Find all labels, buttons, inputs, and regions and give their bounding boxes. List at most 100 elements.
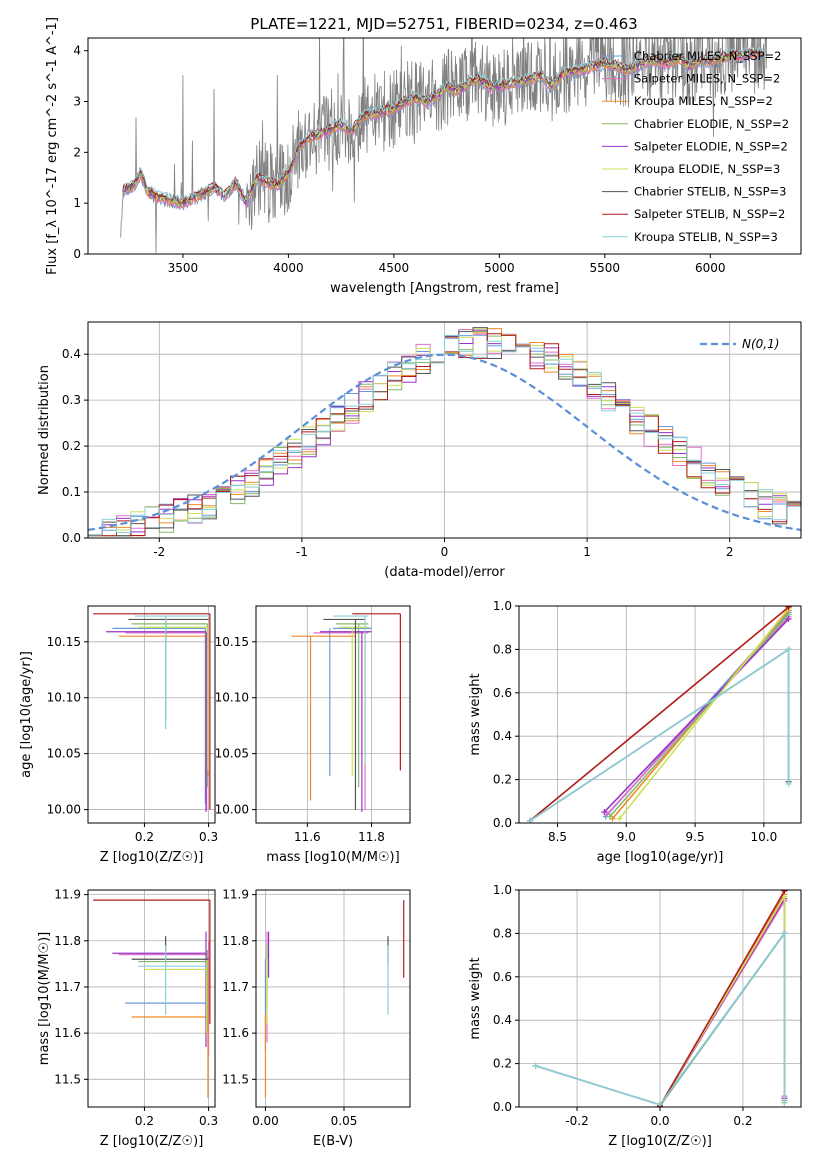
x-tick-label: 8.5 bbox=[548, 830, 567, 844]
normal-reference-curve bbox=[88, 353, 801, 531]
y-tick-label: 10.10 bbox=[47, 691, 81, 705]
x-tick-label: 1 bbox=[583, 545, 591, 559]
gridlines bbox=[256, 606, 410, 823]
x-tick-label: 6000 bbox=[695, 261, 726, 275]
x-axis-label: E(B-V) bbox=[313, 1134, 353, 1149]
mass-weight-marker bbox=[781, 890, 788, 895]
axes-frame bbox=[87, 37, 802, 255]
y-tick-label: 11.9 bbox=[54, 888, 81, 902]
x-tick-label: 10.0 bbox=[750, 830, 777, 844]
x-tick-label: -2 bbox=[153, 545, 165, 559]
mass-weight-line bbox=[659, 890, 786, 1107]
y-tick-label: 0.2 bbox=[62, 439, 81, 453]
y-tick-label: 0.8 bbox=[493, 926, 512, 940]
x-axis-label: Z [log10(Z/Z☉)] bbox=[608, 1134, 712, 1149]
panel-mass-weight-vs-z: -0.2 0.0 0.2 0.0 0.2 0.4 0.6 0.8 1.0 Z [log10(Z/Z… bbox=[468, 883, 802, 1149]
y-tick-label: 0.3 bbox=[62, 393, 81, 407]
mass-weight-line bbox=[618, 607, 790, 820]
y-tick-label: 0.6 bbox=[493, 970, 512, 984]
histogram-step-line bbox=[88, 334, 801, 536]
x-tick-label: 4000 bbox=[273, 261, 304, 275]
x-axis-label: Z [log10(Z/Z☉)] bbox=[100, 850, 204, 865]
mass-weight-marker bbox=[785, 646, 792, 653]
panel-mass-vs-z: 0.2 0.3 11.5 11.6 11.7 11.8 11.9 Z [log10(Z/Z☉)… bbox=[37, 888, 218, 1149]
y-tick-label: 10.05 bbox=[47, 747, 81, 761]
mass-weight-marker bbox=[532, 1062, 539, 1069]
mass-weight-marker bbox=[606, 813, 613, 820]
gridlines bbox=[256, 890, 410, 1107]
y-tick-label: 0.4 bbox=[493, 729, 512, 743]
x-tick-label: 5000 bbox=[484, 261, 515, 275]
y-tick-label: 10.10 bbox=[215, 691, 249, 705]
axes: 0.2 0.3 11.5 11.6 11.7 11.8 11.9 Z [log10(Z/Z☉)… bbox=[37, 888, 218, 1149]
plot-area bbox=[264, 900, 405, 1098]
y-tick-label: 1 bbox=[73, 196, 81, 210]
mass-weight-marker bbox=[785, 606, 792, 611]
legend: Chabrier MILES, N_SSP=2 Salpeter MILES, N… bbox=[602, 49, 789, 244]
mass-weight-line bbox=[529, 647, 790, 822]
axes-frame bbox=[255, 605, 411, 824]
y-tick-label: 0.8 bbox=[493, 642, 512, 656]
x-tick-label: 0.2 bbox=[135, 1114, 154, 1128]
x-tick-label: -1 bbox=[296, 545, 308, 559]
panel-age-vs-mass: 11.6 11.8 10.00 10.05 10.10 10.15 mass [log10(… bbox=[215, 605, 411, 865]
axes: 3500 4000 4500 5000 5500 6000 0 1 2 3 4 wavelength … bbox=[45, 17, 802, 296]
axes-frame bbox=[255, 889, 411, 1108]
mass-weight-line bbox=[535, 930, 786, 1106]
y-tick-label: 11.5 bbox=[222, 1072, 249, 1086]
axes: 8.5 9.0 9.5 10.0 0.0 0.2 0.4 0.6 0.8 1.0 age [log1… bbox=[468, 599, 802, 865]
mass-weight-line bbox=[603, 618, 790, 813]
axes: -2 -1 0 1 2 0.0 0.1 0.2 0.3 0.4 (data-model)/error… bbox=[37, 321, 802, 580]
y-tick-label: 10.15 bbox=[47, 635, 81, 649]
legend-label: Kroupa ELODIE, N_SSP=3 bbox=[634, 162, 780, 176]
x-tick-label: 3500 bbox=[168, 261, 199, 275]
histogram-step-line bbox=[88, 331, 801, 537]
y-tick-label: 0.0 bbox=[62, 531, 81, 545]
y-tick-label: 0.6 bbox=[493, 686, 512, 700]
figure-title: PLATE=1221, MJD=52751, FIBERID=0234, z=0… bbox=[250, 15, 637, 33]
plot-area bbox=[120, 38, 767, 253]
mass-weight-line bbox=[609, 614, 790, 818]
y-tick-label: 11.8 bbox=[222, 934, 249, 948]
model-spectrum-line bbox=[122, 53, 763, 212]
plot-area bbox=[88, 327, 801, 537]
y-axis-label: mass [log10(M/M☉)] bbox=[37, 932, 52, 1065]
legend-label: Salpeter STELIB, N_SSP=2 bbox=[634, 207, 785, 221]
mass-weight-marker bbox=[781, 893, 788, 900]
y-tick-label: 11.7 bbox=[54, 980, 81, 994]
y-tick-label: 10.15 bbox=[215, 635, 249, 649]
plot-area bbox=[532, 890, 788, 1107]
y-tick-label: 11.7 bbox=[222, 980, 249, 994]
y-tick-label: 10.00 bbox=[215, 803, 249, 817]
panel-age-vs-z: 0.2 0.3 10.00 10.05 10.10 10.15 Z [log10(Z/Z☉)… bbox=[19, 605, 218, 865]
plot-area bbox=[93, 899, 211, 1098]
y-axis-label: mass weight bbox=[468, 957, 483, 1039]
x-tick-label: 0.3 bbox=[199, 830, 218, 844]
y-tick-label: 2 bbox=[73, 145, 81, 159]
mass-weight-line bbox=[529, 606, 790, 822]
axes: 0.2 0.3 10.00 10.05 10.10 10.15 Z [log10(Z/Z☉)… bbox=[19, 605, 218, 865]
y-tick-label: 0.1 bbox=[62, 485, 81, 499]
y-tick-label: 1.0 bbox=[493, 599, 512, 613]
x-axis-label: mass [log10(M/M☉)] bbox=[266, 850, 399, 865]
y-tick-label: 0 bbox=[73, 247, 81, 261]
x-tick-label: 0.2 bbox=[733, 1114, 752, 1128]
y-tick-label: 0.0 bbox=[493, 816, 512, 830]
x-tick-label: 0.0 bbox=[650, 1114, 669, 1128]
legend-label: Chabrier MILES, N_SSP=2 bbox=[634, 49, 781, 63]
y-tick-label: 10.05 bbox=[215, 747, 249, 761]
y-tick-label: 3 bbox=[73, 95, 81, 109]
axes-frame bbox=[518, 605, 802, 824]
y-tick-label: 4 bbox=[73, 44, 81, 58]
axes-frame bbox=[87, 321, 802, 539]
y-tick-label: 11.9 bbox=[222, 888, 249, 902]
legend-label: Chabrier ELODIE, N_SSP=2 bbox=[634, 117, 789, 131]
y-tick-label: 1.0 bbox=[493, 883, 512, 897]
legend-label: Chabrier STELIB, N_SSP=3 bbox=[634, 185, 786, 199]
y-tick-label: 10.00 bbox=[47, 803, 81, 817]
y-tick-label: 0.0 bbox=[493, 1100, 512, 1114]
legend-label: Salpeter MILES, N_SSP=2 bbox=[634, 72, 780, 86]
x-tick-label: 0.3 bbox=[199, 1114, 218, 1128]
x-tick-label: 11.8 bbox=[358, 830, 385, 844]
y-tick-label: 0.4 bbox=[62, 347, 81, 361]
